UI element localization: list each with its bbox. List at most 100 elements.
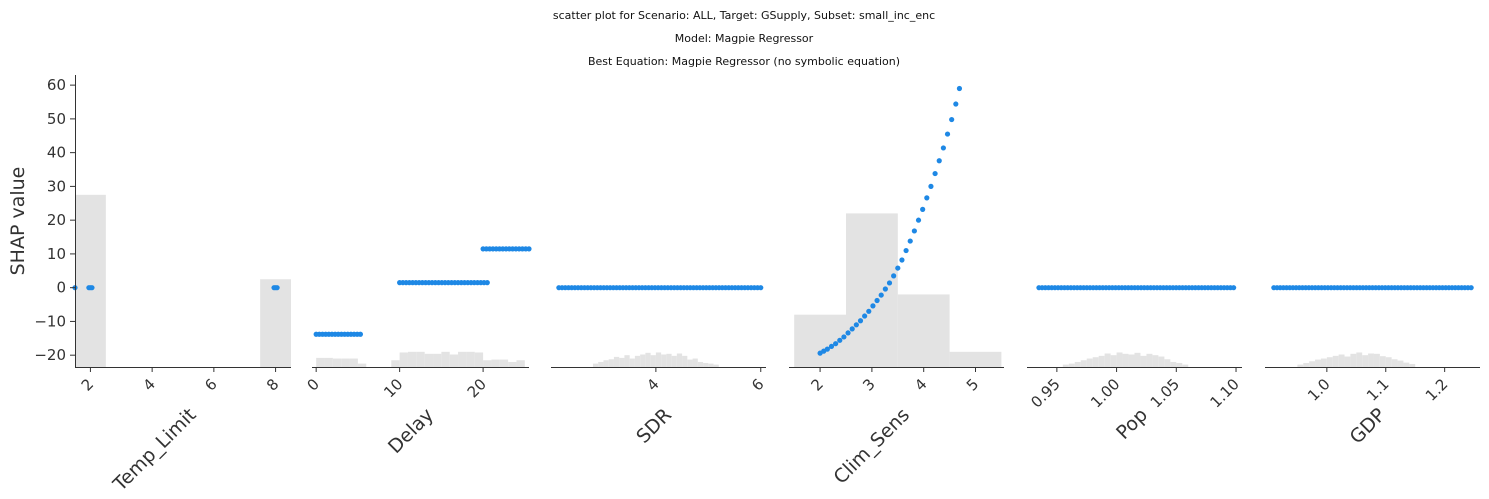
data-point bbox=[907, 238, 913, 244]
x-tick-label: 1.2 bbox=[1422, 375, 1452, 405]
data-point bbox=[837, 337, 843, 343]
histogram-bar bbox=[1303, 362, 1310, 367]
histogram-bar bbox=[1397, 360, 1404, 367]
y-tick-label: 60 bbox=[47, 76, 66, 94]
y-tick-label: 0 bbox=[56, 279, 66, 297]
histogram-bar bbox=[1385, 357, 1392, 367]
data-point bbox=[849, 326, 855, 332]
panel-delay: 0 10 20 Delay bbox=[304, 246, 532, 458]
data-point bbox=[936, 158, 942, 164]
data-point bbox=[853, 322, 859, 328]
histogram-bar bbox=[433, 353, 442, 367]
histogram-bar bbox=[1362, 355, 1369, 367]
model-subtitle: Model: Magpie Regressor bbox=[675, 32, 814, 45]
data-point bbox=[895, 265, 901, 271]
data-point bbox=[857, 318, 864, 324]
histogram-bar bbox=[324, 357, 333, 367]
x-tick-label: 8 bbox=[263, 375, 282, 394]
y-tick-label: 40 bbox=[47, 144, 66, 162]
histogram-bar bbox=[1368, 353, 1374, 367]
y-tick-label: 50 bbox=[47, 110, 66, 128]
panel-pop: 0.95 1.00 1.05 1.10 Pop bbox=[1027, 285, 1243, 444]
histogram-bar bbox=[713, 364, 719, 367]
x-tick-label: 0 bbox=[304, 375, 323, 394]
histogram-bar bbox=[316, 357, 325, 367]
histogram-bar bbox=[1350, 353, 1357, 367]
histogram-bar bbox=[1110, 355, 1117, 367]
histogram-bar bbox=[1068, 363, 1075, 367]
histogram-bar bbox=[666, 353, 672, 367]
data-point bbox=[874, 297, 880, 304]
x-tick-label: 1.0 bbox=[1304, 375, 1334, 405]
data-point bbox=[953, 101, 959, 107]
data-point bbox=[841, 334, 847, 340]
x-axis-label: Pop bbox=[1112, 404, 1152, 444]
histogram-bar bbox=[676, 353, 683, 367]
histogram-bar bbox=[598, 361, 604, 367]
histogram-bar bbox=[416, 351, 425, 367]
x-tick-label: 4 bbox=[911, 375, 930, 394]
histogram-bar bbox=[483, 360, 492, 367]
histogram-bar bbox=[1379, 356, 1386, 367]
histogram-bar bbox=[1409, 363, 1416, 367]
data-point bbox=[899, 257, 905, 263]
histogram-bar bbox=[1326, 357, 1333, 367]
histogram-bar bbox=[1116, 352, 1123, 367]
data-point bbox=[1231, 285, 1237, 291]
x-tick-label: 1.1 bbox=[1363, 375, 1393, 405]
x-tick-label: 6 bbox=[748, 375, 767, 394]
y-tick-label: 20 bbox=[47, 211, 66, 229]
histogram-bar bbox=[1080, 360, 1087, 367]
histogram-bar bbox=[592, 363, 599, 367]
histogram-bar bbox=[332, 358, 342, 367]
x-tick-label: 5 bbox=[963, 375, 982, 394]
x-tick-label: 2 bbox=[807, 375, 826, 394]
histogram-bar bbox=[391, 360, 400, 367]
panel-clim-sens: 2 3 4 5 Clim_Sens bbox=[789, 85, 1004, 489]
y-axis-label: SHAP value bbox=[7, 167, 29, 276]
x-tick-label: 4 bbox=[643, 375, 662, 394]
data-point bbox=[903, 247, 909, 254]
histogram-bar bbox=[1086, 358, 1093, 367]
histogram-bar bbox=[1315, 359, 1321, 367]
x-tick-label: 3 bbox=[859, 375, 878, 394]
x-tick-label: 4 bbox=[139, 375, 158, 394]
histogram-bar bbox=[613, 356, 620, 367]
panel-gdp: 1.0 1.1 1.2 GDP bbox=[1265, 285, 1480, 448]
histogram-bar bbox=[516, 360, 525, 367]
histogram-bar bbox=[1074, 361, 1081, 367]
histogram-bar bbox=[1152, 355, 1159, 367]
data-point bbox=[949, 116, 955, 123]
histogram-bar bbox=[1297, 364, 1304, 367]
data-point bbox=[944, 131, 951, 137]
x-axis-label: SDR bbox=[632, 404, 676, 448]
y-tick-label: 30 bbox=[47, 177, 66, 195]
histogram-bar bbox=[624, 355, 630, 367]
histogram-bar bbox=[1140, 355, 1147, 367]
x-axis-label: GDP bbox=[1346, 404, 1390, 448]
data-point bbox=[920, 206, 926, 212]
y-tick-label: −10 bbox=[34, 312, 66, 330]
data-point bbox=[915, 217, 922, 223]
data-point bbox=[828, 343, 835, 350]
data-point bbox=[357, 331, 364, 337]
x-axis-label: Delay bbox=[384, 404, 438, 458]
histogram-bar bbox=[645, 352, 651, 367]
data-point bbox=[924, 195, 930, 201]
histogram-bar bbox=[1146, 353, 1153, 367]
histogram-bar bbox=[1403, 362, 1410, 367]
data-point bbox=[833, 341, 839, 347]
histogram-bar bbox=[1098, 355, 1105, 367]
histogram-bar bbox=[682, 355, 688, 367]
panels: 2 4 6 8 Temp_Limit 0 10 20 Delay 4 6 SDR 2 3 4 5 Clim_Se… bbox=[34, 75, 1480, 496]
data-point bbox=[89, 285, 95, 291]
histogram-bar bbox=[697, 361, 704, 367]
histogram-bar bbox=[619, 357, 625, 367]
histogram-bar bbox=[1134, 352, 1141, 367]
data-point bbox=[1468, 285, 1474, 291]
histogram-bar bbox=[1128, 354, 1135, 367]
histogram-bar bbox=[260, 279, 291, 367]
histogram-bar bbox=[671, 355, 677, 367]
histogram-bar bbox=[1391, 359, 1398, 367]
